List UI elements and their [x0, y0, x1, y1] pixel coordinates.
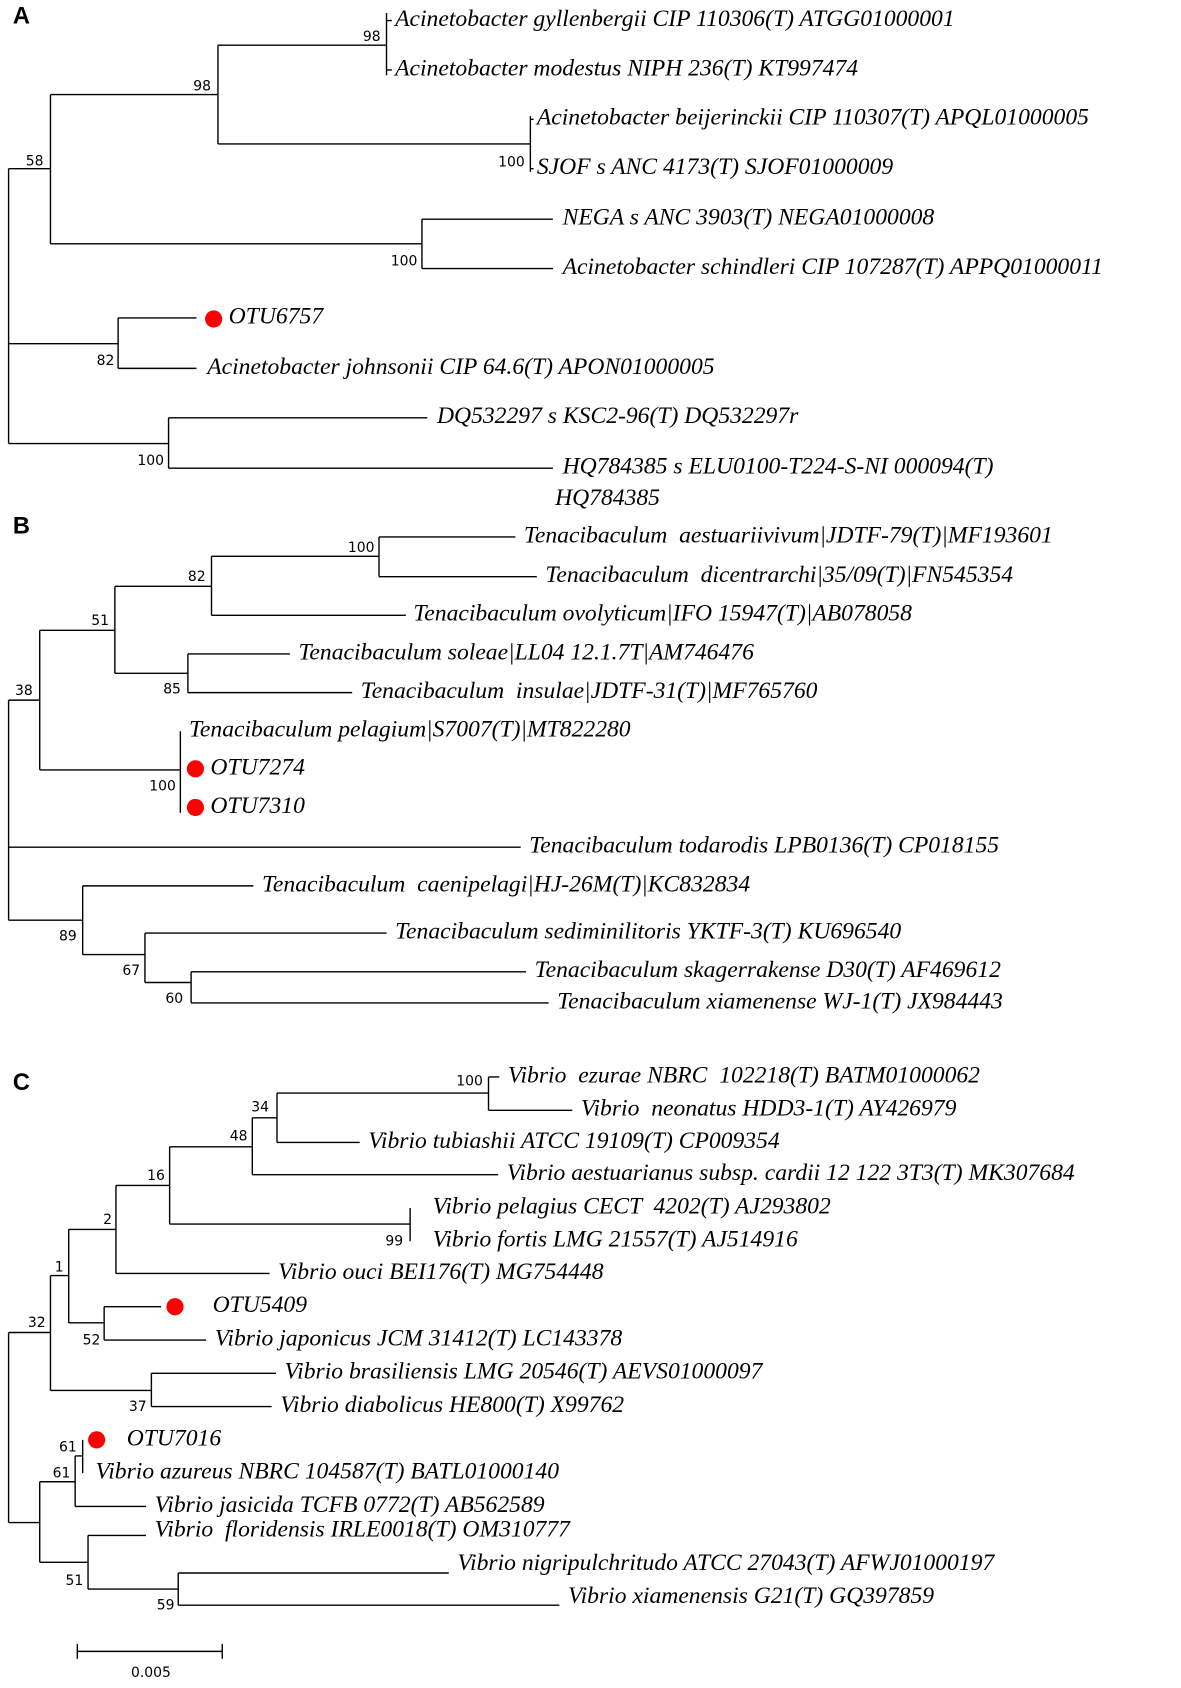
leaf-label: Vibrio floridensis IRLE0018(T) OM310777 — [155, 1517, 572, 1543]
otu-marker — [186, 760, 204, 778]
leaf-label: Tenacibaculum aestuariivivum|JDTF-79(T)|… — [524, 522, 1053, 548]
leaf-label: Vibrio fortis LMG 21557(T) AJ514916 — [433, 1227, 798, 1253]
leaf-label: Vibrio jasicida TCFB 0772(T) AB562589 — [155, 1492, 545, 1518]
bootstrap-value: 32 — [28, 1315, 46, 1331]
leaf-label: Tenacibaculum sediminilitoris YKTF-3(T) … — [395, 919, 901, 945]
bootstrap-value: 98 — [363, 29, 381, 45]
bootstrap-value: 100 — [456, 1074, 483, 1090]
leaf-label: HQ784385 s ELU0100-T224-S-NI 000094(T) — [562, 454, 994, 480]
bootstrap-value: 100 — [498, 155, 525, 171]
bootstrap-value: 61 — [53, 1465, 71, 1481]
bootstrap-value: 16 — [147, 1168, 165, 1184]
leaf-label: Tenacibaculum todarodis LPB0136(T) CP018… — [529, 833, 999, 859]
bootstrap-value: 100 — [391, 253, 418, 269]
tree-branches — [7, 1076, 573, 1606]
leaf-label: Vibrio diabolicus HE800(T) X99762 — [280, 1392, 624, 1418]
bootstrap-value: 100 — [149, 778, 176, 794]
leaf-label: Vibrio ouci BEI176(T) MG754448 — [278, 1259, 604, 1285]
bootstrap-value: 34 — [251, 1099, 269, 1115]
bootstrap-value: 51 — [91, 613, 109, 629]
bootstrap-value: 52 — [83, 1332, 101, 1348]
leaf-label: OTU7274 — [210, 754, 305, 780]
bootstrap-value: 61 — [59, 1440, 77, 1456]
otu-marker — [186, 798, 204, 817]
leaf-label: Tenacibaculum skagerrakense D30(T) AF469… — [535, 957, 1001, 983]
leaf-label: Vibrio azureus NBRC 104587(T) BATL010001… — [96, 1459, 560, 1485]
leaf-label: Acinetobacter johnsonii CIP 64.6(T) APON… — [205, 354, 715, 380]
leaf-label: Vibrio nigripulchritudo ATCC 27043(T) AF… — [457, 1550, 995, 1576]
leaf-label: Vibrio brasiliensis LMG 20546(T) AEVS010… — [285, 1359, 764, 1385]
bootstrap-value: 48 — [230, 1128, 248, 1144]
bootstrap-value: 67 — [122, 963, 140, 979]
bootstrap-value: 99 — [385, 1234, 403, 1250]
bootstrap-value: 89 — [59, 929, 77, 945]
leaf-label: Acinetobacter schindleri CIP 107287(T) A… — [561, 254, 1103, 280]
leaf-label: Vibrio xiamenensis G21(T) GQ397859 — [568, 1583, 934, 1609]
bootstrap-value: 82 — [188, 569, 206, 585]
bootstrap-value: 51 — [65, 1573, 83, 1589]
leaf-label: OTU7310 — [210, 793, 305, 819]
otu-marker — [205, 310, 223, 328]
leaf-label: SJOF s ANC 4173(T) SJOF01000009 — [537, 154, 894, 180]
leaf-label: Vibrio aestuarianus subsp. cardii 12 122… — [507, 1160, 1075, 1186]
leaf-label: Vibrio neonatus HDD3-1(T) AY426979 — [581, 1096, 957, 1122]
bootstrap-value: 38 — [15, 683, 33, 699]
leaf-label: Vibrio tubiashii ATCC 19109(T) CP009354 — [368, 1128, 780, 1154]
tree-branches — [7, 536, 549, 1004]
leaf-label: Acinetobacter gyllenbergii CIP 110306(T)… — [393, 6, 955, 32]
leaf-label: Tenacibaculum dicentrarchi|35/09(T)|FN54… — [545, 562, 1013, 588]
panel-label: A — [13, 4, 30, 30]
bootstrap-value: 100 — [348, 540, 375, 556]
otu-marker — [166, 1298, 184, 1316]
scale-bar — [76, 1643, 223, 1659]
leaf-label: Acinetobacter modestus NIPH 236(T) KT997… — [393, 55, 858, 81]
leaf-label: Vibrio japonicus JCM 31412(T) LC143378 — [215, 1325, 623, 1351]
bootstrap-value: 60 — [165, 991, 183, 1007]
bootstrap-value: 59 — [157, 1598, 175, 1614]
leaf-label: Tenacibaculum xiamenense WJ-1(T) JX98444… — [557, 988, 1003, 1014]
bootstrap-value: 85 — [163, 682, 181, 698]
leaf-label: OTU6757 — [229, 303, 325, 329]
tree-branches — [7, 13, 553, 469]
bootstrap-value: 58 — [26, 153, 44, 169]
leaf-label: Tenacibaculum ovolyticum|IFO 15947(T)|AB… — [413, 601, 912, 627]
otu-marker — [88, 1431, 106, 1449]
leaf-label: HQ784385 — [554, 485, 660, 511]
bootstrap-value: 1 — [55, 1259, 64, 1275]
leaf-label: OTU5409 — [213, 1292, 308, 1318]
bootstrap-value: 100 — [137, 453, 164, 469]
bootstrap-value: 2 — [103, 1212, 112, 1228]
leaf-label: Tenacibaculum caenipelagi|HJ-26M(T)|KC83… — [262, 871, 750, 897]
leaf-label: Tenacibaculum insulae|JDTF-31(T)|MF76576… — [361, 678, 818, 704]
panel-label: C — [13, 1070, 30, 1096]
panel-label: B — [13, 514, 30, 540]
leaf-label: Tenacibaculum pelagium|S7007(T)|MT822280 — [189, 717, 631, 743]
bootstrap-value: 98 — [193, 78, 211, 94]
leaf-label: Tenacibaculum soleae|LL04 12.1.7T|AM7464… — [298, 639, 754, 665]
bootstrap-value: 37 — [129, 1399, 147, 1415]
leaf-label: OTU7016 — [127, 1425, 222, 1451]
leaf-label: Vibrio pelagius CECT 4202(T) AJ293802 — [433, 1193, 831, 1219]
leaf-label: Vibrio ezurae NBRC 102218(T) BATM0100006… — [508, 1062, 980, 1088]
scale-bar-label: 0.005 — [131, 1665, 171, 1681]
bootstrap-value: 82 — [97, 353, 115, 369]
leaf-label: Acinetobacter beijerinckii CIP 110307(T)… — [535, 105, 1089, 131]
leaf-label: NEGA s ANC 3903(T) NEGA01000008 — [562, 205, 935, 231]
leaf-label: DQ532297 s KSC2-96(T) DQ532297r — [436, 403, 799, 429]
